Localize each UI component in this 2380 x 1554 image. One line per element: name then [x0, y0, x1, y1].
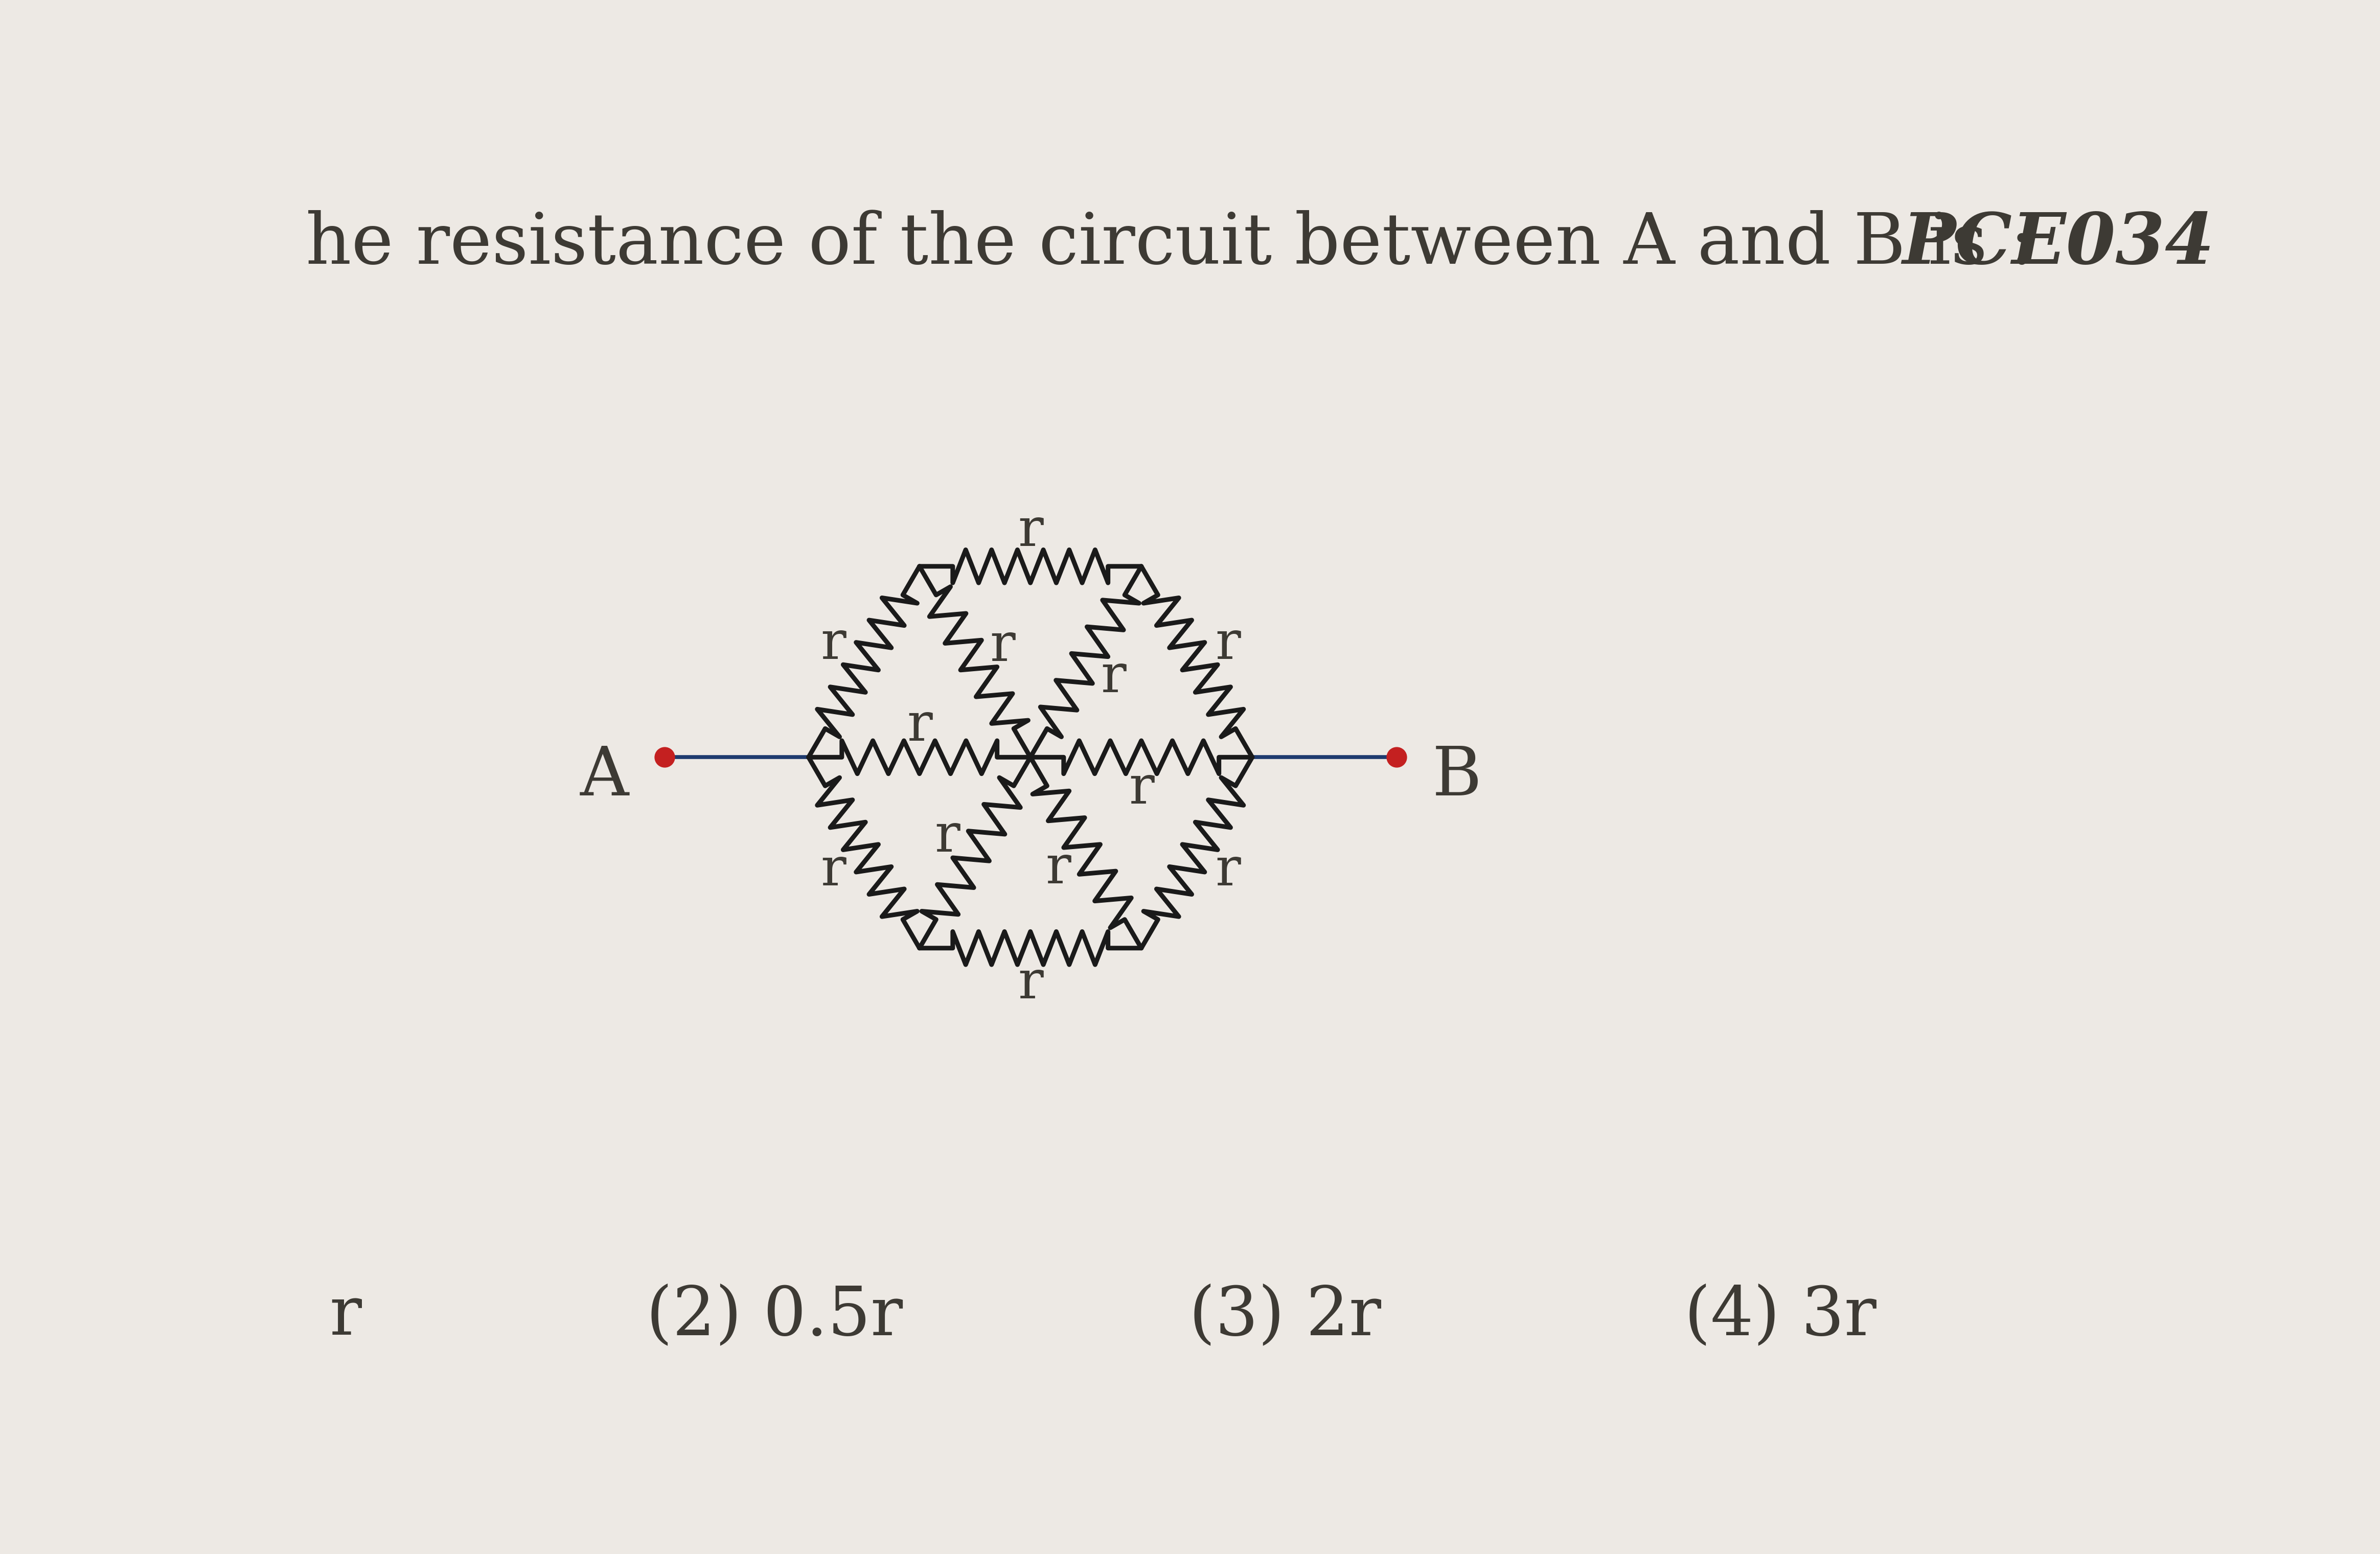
Text: (2) 0.5r: (2) 0.5r [645, 1284, 902, 1349]
Text: r: r [1019, 505, 1042, 556]
Text: he resistance of the circuit between A and B is :: he resistance of the circuit between A a… [305, 210, 2033, 278]
Text: r: r [1214, 618, 1240, 670]
Text: r: r [990, 620, 1016, 671]
Text: (3) 2r: (3) 2r [1190, 1284, 1380, 1349]
Text: r: r [1128, 763, 1154, 814]
Text: r: r [1100, 651, 1126, 704]
Text: r: r [821, 618, 845, 670]
Text: r: r [1019, 957, 1042, 1010]
Text: r: r [935, 811, 959, 862]
Text: r: r [1214, 844, 1240, 897]
Text: PCE034: PCE034 [1902, 210, 2213, 278]
Text: (4) 3r: (4) 3r [1685, 1284, 1875, 1349]
Text: r: r [1045, 842, 1071, 895]
Text: B: B [1433, 744, 1483, 810]
Text: r: r [821, 844, 845, 897]
Text: A: A [581, 744, 628, 810]
Text: r: r [328, 1284, 362, 1349]
Text: r: r [907, 699, 933, 752]
